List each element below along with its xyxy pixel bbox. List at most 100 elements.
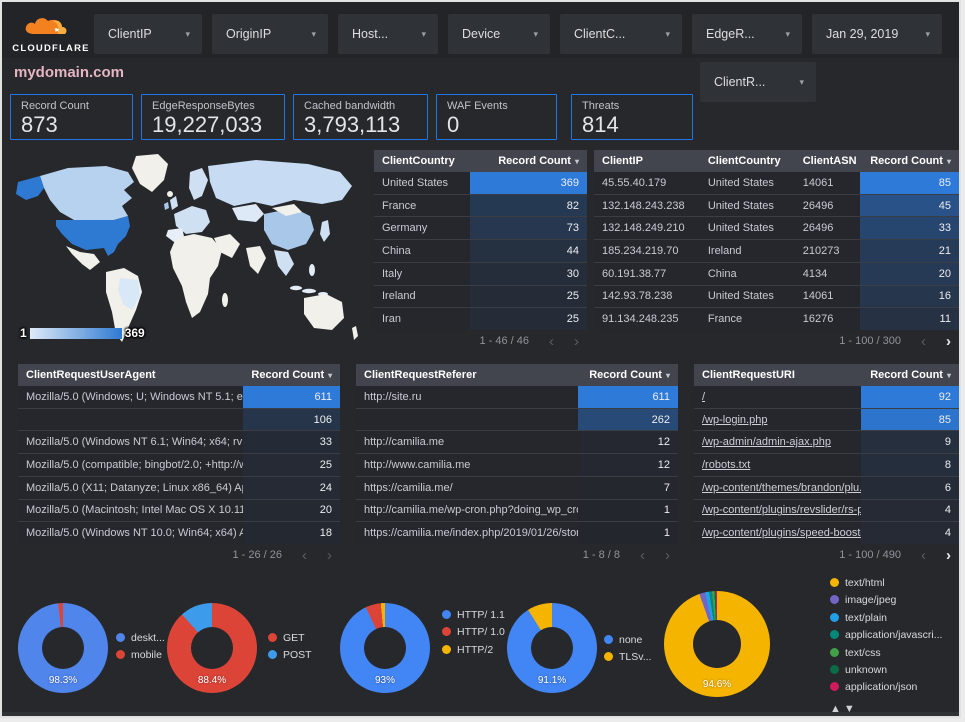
donut-hole [42,627,84,669]
table-cell: United States [707,199,774,212]
table-cell: http://camilia.me [364,436,445,449]
filter-chip-edger[interactable]: EdgeR... ▾ [692,14,802,54]
column-header-record-count[interactable]: Record Count ▾ [870,155,951,167]
table-row: Germany 73 [374,216,587,240]
donut-hole [693,620,741,668]
filter-chip-host[interactable]: Host... ▾ [338,14,438,54]
uri-link[interactable]: /wp-admin/admin-ajax.php [702,436,832,449]
sort-arrow-icon: ▾ [328,371,333,380]
prev-page-icon[interactable]: ‹ [640,546,645,564]
chevron-down-icon: ▾ [785,28,790,39]
legend-item-image-jpeg: image/jpeg [830,594,908,606]
table-cell: Mozilla/5.0 (X11; Datanyze; Linux x86_64… [26,481,244,494]
pie-device-type[interactable]: 98.3% [18,603,108,693]
column-header-clientip[interactable]: ClientIP [602,155,643,167]
filter-chip-originip[interactable]: OriginIP ▾ [212,14,328,54]
legend-scroll-arrows[interactable]: ▲▼ [830,703,908,715]
legend-dot-icon [116,633,125,642]
filter-chip-clientip[interactable]: ClientIP ▾ [94,14,202,54]
filter-chip-device[interactable]: Device ▾ [448,14,550,54]
next-page-icon[interactable]: › [946,332,951,350]
chevron-down-icon: ▾ [185,28,190,39]
table-cell: Mozilla/5.0 (Windows NT 10.0; Win64; x64… [26,527,243,540]
sort-arrow-icon: ▾ [946,157,951,166]
geo-chart[interactable] [10,150,372,350]
column-header-record-count[interactable]: Record Count ▾ [870,369,951,381]
column-header-clientrequestuseragent[interactable]: ClientRequestUserAgent [26,369,156,381]
pie-http-protocol[interactable]: 93% [340,603,430,693]
table-row: China 44 [374,239,587,262]
table-row: / 92 [694,386,959,408]
table-cell: 16276 [802,313,834,326]
pie-content-type[interactable]: 94.6% [664,591,770,697]
filter-chip-clientc[interactable]: ClientC... ▾ [560,14,682,54]
legend-label: GET [283,632,305,644]
legend-item-application-json: application/json [830,681,917,693]
next-page-icon[interactable]: › [327,546,332,564]
column-header-record-count[interactable]: Record Count ▾ [498,155,579,167]
table-cell: Italy [382,267,403,280]
legend-item-text-html: text/html [830,577,908,589]
pie-tls-version[interactable]: 91.1% [507,603,597,693]
table-cell: Mozilla/5.0 (compatible; bingbot/2.0; +h… [26,459,244,472]
scorecard-value: 19,227,033 [152,112,263,137]
legend-content-type: text/html image/jpeg text/plain application… [830,577,942,715]
uri-link[interactable]: /robots.txt [702,459,751,472]
column-header-record-count[interactable]: Record Count ▾ [251,369,333,381]
column-header-clientasn[interactable]: ClientASN [802,155,857,167]
uri-link[interactable]: / [702,390,706,403]
column-header-record-count[interactable]: Record Count ▾ [589,369,670,381]
legend-label: none [619,634,643,646]
prev-page-icon[interactable]: ‹ [921,332,926,350]
legend-item-mobile: mobile [116,649,165,661]
filter-label: ClientC... [574,27,626,41]
table-row: 185.234.219.70 Ireland 210273 21 [594,239,959,262]
uri-link[interactable]: /wp-content/plugins/speed-booste... [702,527,861,540]
legend-item-get: GET [268,632,312,644]
table-row: /wp-content/plugins/revslider/rs-p... 4 [694,498,959,522]
table-row: /robots.txt 8 [694,453,959,476]
chevron-down-icon: ▾ [665,28,670,39]
chevron-down-icon: ▾ [533,28,538,39]
pagination-range: 1 - 46 / 46 [479,335,529,347]
table-cell: /wp-login.php [694,409,861,431]
record-count-bar: 9 [860,431,959,454]
record-count-bar: 6 [860,476,959,499]
chevron-down-icon: ▾ [799,76,804,87]
page-title: mydomain.com [14,64,125,81]
uri-link[interactable]: /wp-content/plugins/revslider/rs-p... [702,504,861,517]
legend-scroll-down-icon[interactable]: ▼ [843,702,858,715]
prev-page-icon[interactable]: ‹ [921,546,926,564]
legend-max-value: 369 [124,326,145,340]
column-header-clientcountry[interactable]: ClientCountry [382,155,455,167]
uri-link[interactable]: /wp-login.php [702,413,768,426]
legend-label: HTTP/ 1.1 [457,609,505,621]
filter-chip-clientr[interactable]: ClientR... ▾ [700,62,816,102]
scorecard-label: Cached bandwidth [304,100,396,112]
column-header-clientrequesturi[interactable]: ClientRequestURI [702,369,795,381]
next-page-icon[interactable]: › [665,546,670,564]
next-page-icon[interactable]: › [946,546,951,564]
legend-dot-icon [442,610,451,619]
next-page-icon[interactable]: › [574,332,579,350]
table-body: / 92/wp-login.php 85/wp-admin/admin-ajax.p… [694,386,959,545]
column-header-clientrequestreferer[interactable]: ClientRequestReferer [364,369,477,381]
donut-percent-label: 91.1% [537,675,567,686]
column-header-clientcountry[interactable]: ClientCountry [707,155,781,167]
date-range-filter[interactable]: Jan 29, 2019 ▾ [812,14,942,54]
pagination: 1 - 100 / 490 ‹ › [694,545,959,565]
uri-link[interactable]: /wp-content/themes/brandon/plu... [702,481,861,494]
legend-scroll-up-icon[interactable]: ▲ [830,702,844,715]
record-count-bar: 369 [469,172,587,194]
table-row: 262 [356,407,678,431]
table-row: https://camilia.me/index.php/2019/01/26/… [356,521,678,545]
prev-page-icon[interactable]: ‹ [302,546,307,564]
legend-item-application-javascri: application/javascri... [830,629,942,641]
filter-label: ClientR... [714,75,766,89]
pie-request-method[interactable]: 88.4% [167,603,257,693]
world-map[interactable]: 1 369 [10,150,372,350]
prev-page-icon[interactable]: ‹ [549,332,554,350]
chevron-down-icon: ▾ [925,28,930,39]
table-cell: https://camilia.me/ [364,481,453,494]
